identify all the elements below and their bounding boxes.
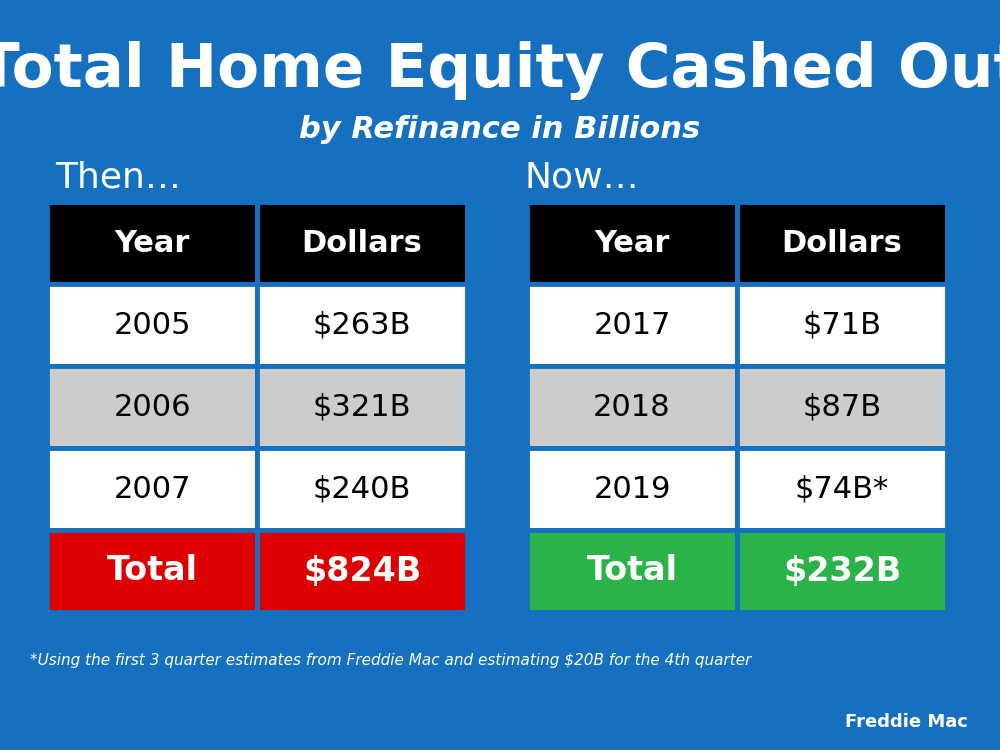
- Text: by Refinance in Billions: by Refinance in Billions: [299, 116, 701, 145]
- Bar: [47, 366, 257, 448]
- Text: $240B: $240B: [313, 475, 411, 503]
- Text: Total: Total: [106, 554, 198, 587]
- Bar: [737, 366, 947, 448]
- Text: $87B: $87B: [802, 392, 882, 422]
- Text: Total: Total: [586, 554, 678, 587]
- Text: Then…: Then…: [55, 161, 181, 195]
- Text: 2018: 2018: [593, 392, 671, 422]
- Text: Now…: Now…: [525, 161, 640, 195]
- Bar: [527, 284, 737, 366]
- Bar: [257, 366, 467, 448]
- Text: $232B: $232B: [783, 554, 901, 587]
- Text: $263B: $263B: [313, 310, 411, 340]
- Text: 2017: 2017: [593, 310, 671, 340]
- Bar: [47, 202, 257, 284]
- Bar: [527, 202, 737, 284]
- Bar: [737, 284, 947, 366]
- Text: *Using the first 3 quarter estimates from Freddie Mac and estimating $20B for th: *Using the first 3 quarter estimates fro…: [30, 652, 751, 668]
- Text: 2006: 2006: [113, 392, 191, 422]
- Text: Dollars: Dollars: [302, 229, 422, 257]
- Bar: [527, 448, 737, 530]
- Bar: [257, 448, 467, 530]
- Text: $74B*: $74B*: [795, 475, 889, 503]
- Bar: [257, 530, 467, 612]
- Text: 2005: 2005: [113, 310, 191, 340]
- Bar: [47, 530, 257, 612]
- Text: 2007: 2007: [113, 475, 191, 503]
- Bar: [737, 530, 947, 612]
- Bar: [737, 202, 947, 284]
- Bar: [737, 448, 947, 530]
- Text: 2019: 2019: [593, 475, 671, 503]
- Bar: [257, 202, 467, 284]
- Text: Freddie Mac: Freddie Mac: [845, 713, 968, 731]
- Text: Year: Year: [114, 229, 190, 257]
- Text: $824B: $824B: [303, 554, 421, 587]
- Bar: [47, 284, 257, 366]
- Text: $71B: $71B: [802, 310, 882, 340]
- Text: Year: Year: [594, 229, 670, 257]
- Text: $321B: $321B: [313, 392, 411, 422]
- Bar: [257, 284, 467, 366]
- Bar: [47, 448, 257, 530]
- Bar: [527, 366, 737, 448]
- Text: Dollars: Dollars: [782, 229, 902, 257]
- Bar: [527, 530, 737, 612]
- Text: Total Home Equity Cashed Out: Total Home Equity Cashed Out: [0, 40, 1000, 100]
